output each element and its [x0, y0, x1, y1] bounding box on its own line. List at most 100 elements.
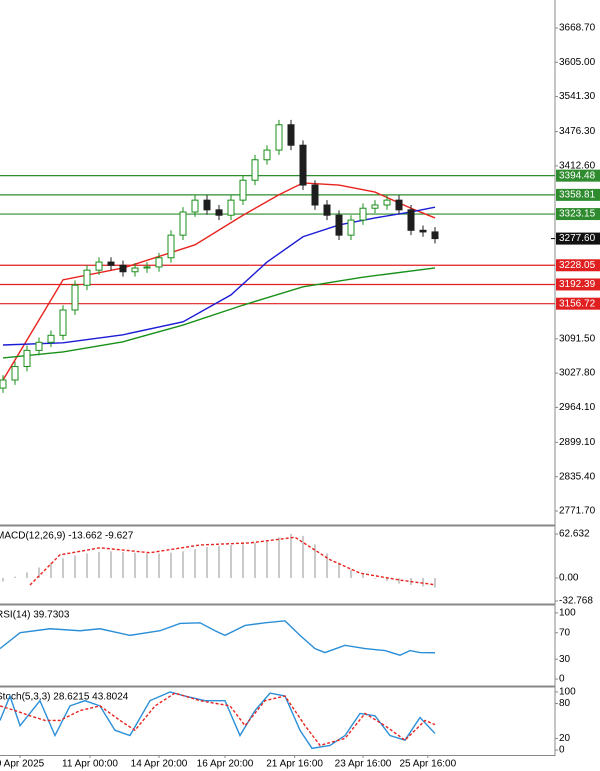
- level-label: 3358.81: [559, 190, 596, 201]
- candle-body: [155, 257, 163, 268]
- candle-body: [359, 207, 367, 221]
- histogram-bar: [422, 577, 424, 587]
- indicator-title: RSI(14) 39.7303: [0, 610, 70, 621]
- candle-body: [131, 267, 139, 273]
- indicator-title: MACD(12,26,9) -13.662 -9.627: [0, 531, 134, 542]
- y-tick-label: 20: [559, 733, 571, 744]
- candle-body: [275, 124, 283, 151]
- histogram-bar: [38, 567, 40, 578]
- histogram-bar: [278, 537, 280, 578]
- x-tick-label: 25 Apr 16:00: [399, 759, 456, 770]
- y-tick-label: 100: [559, 608, 576, 619]
- histogram-bar: [50, 562, 52, 578]
- candle-body: [299, 144, 307, 186]
- candle-body: [395, 199, 403, 211]
- y-tick-label: 70: [559, 627, 571, 638]
- histogram-bar: [62, 558, 64, 578]
- x-tick-label: 16 Apr 20:00: [197, 759, 254, 770]
- y-tick-label: -32.768: [559, 596, 593, 607]
- candle-body: [239, 179, 247, 201]
- y-tick-label: 3541.30: [559, 91, 596, 102]
- candle-body: [143, 266, 151, 269]
- y-tick-label: 2835.40: [559, 471, 596, 482]
- candle-body: [335, 214, 343, 236]
- histogram-bar: [302, 535, 304, 578]
- x-tick-label: 9 Apr 2025: [0, 759, 45, 770]
- histogram-bar: [350, 569, 352, 578]
- candle-body: [71, 284, 79, 311]
- y-tick-label: 2964.10: [559, 402, 596, 413]
- histogram-bar: [362, 574, 364, 578]
- y-tick-label: 3091.50: [559, 333, 596, 344]
- y-tick-label: 2899.10: [559, 437, 596, 448]
- y-tick-label: 62.632: [559, 529, 590, 540]
- candle-body: [83, 269, 91, 286]
- candle-body: [23, 349, 31, 368]
- histogram-bar: [110, 551, 112, 578]
- candle-body: [11, 366, 19, 381]
- y-tick-label: 0.00: [559, 573, 579, 584]
- moving-average: [2, 206, 436, 346]
- histogram-bar: [242, 544, 244, 578]
- level-label-box: [556, 188, 600, 201]
- histogram-bar: [338, 562, 340, 578]
- histogram-bar: [2, 577, 4, 582]
- histogram-bar: [374, 577, 376, 579]
- candle-body: [0, 379, 7, 389]
- level-label: 3394.48: [559, 170, 596, 181]
- candle-body: [215, 209, 223, 216]
- y-tick-label: 2771.70: [559, 506, 596, 517]
- histogram-bar: [98, 552, 100, 578]
- candle-body: [59, 309, 67, 336]
- candle-body: [431, 231, 439, 240]
- y-tick-label: 30: [559, 654, 571, 665]
- candle-body: [251, 159, 259, 181]
- candle-body: [323, 204, 331, 216]
- level-label: 3192.39: [559, 279, 596, 290]
- histogram-bar: [314, 544, 316, 578]
- candle-body: [203, 199, 211, 211]
- x-tick-label: 21 Apr 16:00: [266, 759, 323, 770]
- candle-body: [167, 234, 175, 259]
- histogram-bar: [170, 552, 172, 578]
- histogram-bar: [14, 576, 16, 578]
- y-tick-label: 3605.00: [559, 57, 596, 68]
- histogram-bar: [326, 553, 328, 578]
- candle-body: [47, 334, 55, 343]
- level-label-box: [556, 259, 600, 272]
- candle-body: [95, 261, 103, 271]
- candle-body: [107, 261, 115, 266]
- histogram-bar: [266, 540, 268, 578]
- candle-body: [227, 199, 235, 216]
- y-tick-label: 80: [559, 698, 571, 709]
- moving-average: [2, 267, 436, 359]
- indicator-title: Stoch(5,3,3) 28.6215 43.8024: [0, 692, 129, 703]
- level-label-box: [556, 169, 600, 182]
- candle-body: [347, 219, 355, 236]
- candle-body: [191, 199, 199, 213]
- histogram-bar: [254, 542, 256, 578]
- candle-body: [179, 211, 187, 236]
- histogram-bar: [398, 577, 400, 584]
- candle-body: [263, 149, 271, 161]
- histogram-bar: [218, 545, 220, 578]
- y-tick-label: 0: [559, 674, 565, 685]
- level-label-box: [556, 278, 600, 291]
- y-tick-label: 3412.60: [559, 161, 596, 172]
- histogram-bar: [434, 577, 436, 588]
- y-tick-label: 0: [559, 745, 565, 756]
- histogram-bar: [206, 547, 208, 578]
- histogram-bar: [158, 553, 160, 578]
- histogram-bar: [290, 533, 292, 578]
- candle-body: [407, 209, 415, 231]
- level-label-box: [556, 297, 600, 310]
- histogram-bar: [134, 552, 136, 578]
- histogram-bar: [194, 549, 196, 578]
- histogram-bar: [146, 553, 148, 578]
- candle-body: [383, 199, 391, 206]
- histogram-bar: [26, 572, 28, 578]
- histogram-bar: [74, 555, 76, 578]
- y-tick-label: 100: [559, 687, 576, 698]
